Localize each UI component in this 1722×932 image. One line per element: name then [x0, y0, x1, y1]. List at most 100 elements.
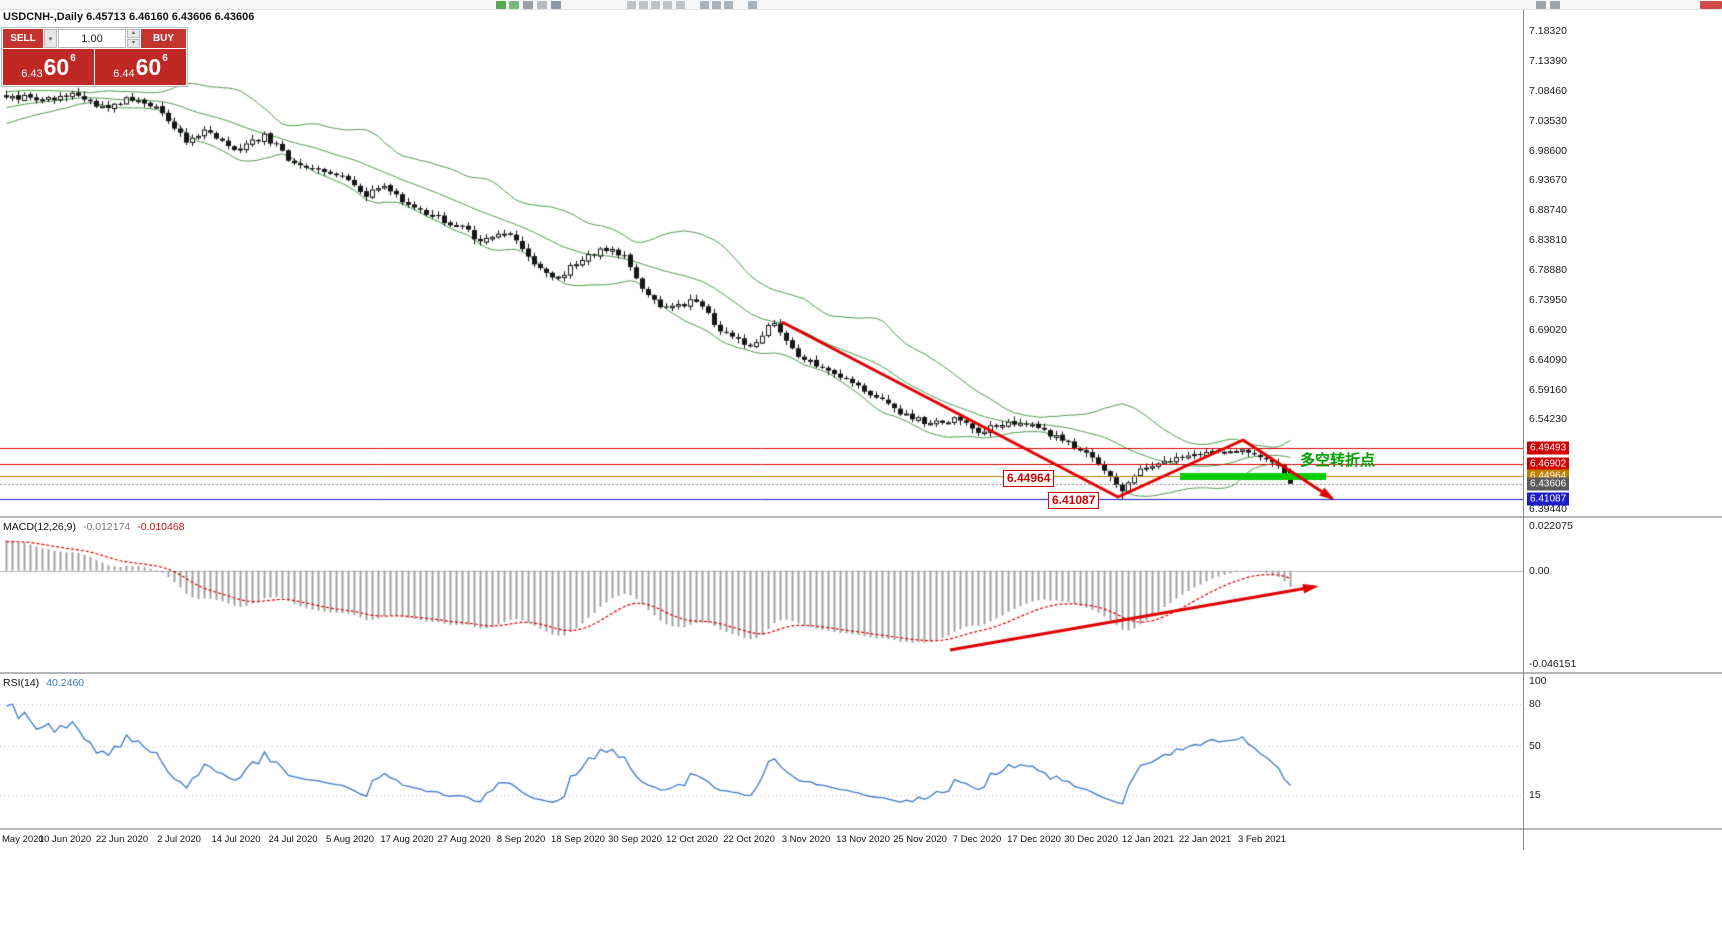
price-axis-tick: 6.64090 — [1529, 353, 1567, 366]
time-axis-label: 17 Aug 2020 — [380, 834, 434, 845]
panel-separator[interactable] — [0, 828, 1722, 830]
volume-increase-button[interactable]: ▴ — [127, 29, 140, 38]
pivot-point-text-object[interactable]: 多空转折点 — [1300, 452, 1376, 469]
bid-pips: 60 — [43, 53, 70, 80]
macd-axis-tick: -0.046151 — [1529, 658, 1577, 671]
time-axis-label: 12 Jan 2021 — [1121, 834, 1175, 845]
price-axis-badge: 6.43606 — [1527, 477, 1570, 491]
time-axis-label: May 2020 — [2, 834, 44, 845]
price-axis-tick: 6.83810 — [1529, 234, 1567, 247]
toolbar-icon[interactable] — [496, 1, 506, 9]
price-axis-tick: 7.03530 — [1529, 114, 1567, 127]
rsi-axis-tick: 100 — [1529, 675, 1547, 687]
time-axis-label: 18 Sep 2020 — [551, 834, 605, 845]
price-label-object-high[interactable]: 6.44964 — [1003, 470, 1055, 487]
toolbar-icon[interactable] — [551, 1, 561, 9]
time-axis-label: 10 Jun 2020 — [38, 834, 92, 845]
time-axis-label: 22 Jan 2021 — [1178, 834, 1232, 845]
toolbar-icon[interactable] — [1550, 1, 1560, 9]
time-axis-label: 25 Nov 2020 — [893, 834, 947, 845]
bid-prefix: 6.43 — [21, 68, 43, 80]
price-axis-tick: 6.69020 — [1529, 323, 1567, 336]
rsi-name: RSI(14) — [3, 677, 40, 689]
volume-decrease-button[interactable]: ▾ — [127, 39, 140, 48]
ask-pips: 60 — [135, 53, 162, 80]
price-axis-tick: 7.13390 — [1529, 54, 1567, 67]
time-axis-label: 30 Sep 2020 — [608, 834, 662, 845]
time-axis-label: 5 Aug 2020 — [325, 834, 375, 845]
macd-axis[interactable]: 0.022075 0.00 -0.046151 — [1524, 518, 1722, 672]
volume-input[interactable] — [58, 29, 126, 48]
toolbar-icon[interactable] — [1700, 1, 1722, 9]
time-axis-label: 3 Nov 2020 — [781, 834, 831, 845]
panel-separator[interactable] — [0, 516, 1722, 518]
rsi-axis-tick: 80 — [1529, 698, 1541, 710]
price-axis-tick: 6.78880 — [1529, 264, 1567, 277]
ask-point: 6 — [162, 53, 168, 64]
time-axis-label: 3 Feb 2021 — [1237, 834, 1287, 845]
macd-main-value: -0.012174 — [82, 521, 131, 533]
price-axis-tick: 6.73950 — [1529, 293, 1567, 306]
price-axis-badge: 6.41087 — [1527, 492, 1570, 506]
sell-button[interactable]: SELL — [3, 29, 43, 48]
top-toolbar — [0, 0, 1722, 10]
price-axis-tick: 7.08460 — [1529, 84, 1567, 97]
toolbar-icon[interactable] — [748, 1, 757, 9]
price-label-object-low[interactable]: 6.41087 — [1048, 492, 1100, 509]
toolbar-icon[interactable] — [537, 1, 547, 9]
time-axis-label: 30 Dec 2020 — [1064, 834, 1118, 845]
volume-dropdown-icon[interactable]: ▾ — [44, 29, 57, 48]
buy-button[interactable]: BUY — [141, 29, 186, 48]
macd-panel-canvas[interactable] — [0, 518, 1523, 672]
time-axis-label: 8 Sep 2020 — [496, 834, 546, 845]
rsi-value: 40.2460 — [46, 677, 85, 689]
bid-point: 6 — [70, 53, 76, 64]
rsi-axis[interactable]: 100 80 50 15 — [1524, 674, 1722, 828]
toolbar-icon[interactable] — [676, 1, 685, 9]
price-axis[interactable]: 7.18320 7.13390 7.08460 7.03530 6.98600 6.936… — [1524, 10, 1722, 516]
toolbar-icon[interactable] — [639, 1, 648, 9]
toolbar-icon[interactable] — [663, 1, 672, 9]
price-axis-badge: 6.46902 — [1527, 457, 1570, 471]
time-axis-label: 2 Jul 2020 — [157, 834, 201, 845]
rsi-axis-tick: 50 — [1529, 740, 1541, 752]
panel-separator[interactable] — [0, 672, 1722, 674]
time-axis-label: 22 Jun 2020 — [95, 834, 149, 845]
time-axis-label: 14 Jul 2020 — [211, 834, 261, 845]
toolbar-icon[interactable] — [651, 1, 660, 9]
time-axis-label: 27 Aug 2020 — [437, 834, 491, 845]
toolbar-icon[interactable] — [627, 1, 636, 9]
macd-signal-value: -0.010468 — [137, 521, 185, 533]
price-axis-tick: 7.18320 — [1529, 25, 1567, 38]
macd-axis-tick: 0.022075 — [1529, 520, 1573, 533]
toolbar-icon[interactable] — [700, 1, 709, 9]
macd-axis-tick: 0.00 — [1529, 564, 1550, 577]
time-axis[interactable]: May 2020 10 Jun 2020 22 Jun 2020 2 Jul 2020… — [0, 830, 1722, 850]
buy-price-button[interactable]: 6.44 60 6 — [95, 49, 186, 85]
chart-title: USDCNH-,Daily 6.45713 6.46160 6.43606 6.… — [3, 11, 255, 23]
price-axis-tick: 6.54230 — [1529, 413, 1567, 426]
toolbar-icon[interactable] — [523, 1, 533, 9]
toolbar-icon[interactable] — [724, 1, 733, 9]
price-axis-tick: 6.88740 — [1529, 204, 1567, 217]
rsi-axis-tick: 15 — [1529, 789, 1541, 801]
macd-name: MACD(12,26,9) — [3, 521, 76, 533]
toolbar-icon[interactable] — [1536, 1, 1546, 9]
price-axis-badge: 6.49493 — [1527, 441, 1570, 455]
rsi-panel-canvas[interactable] — [0, 674, 1523, 828]
time-axis-label: 22 Oct 2020 — [723, 834, 775, 845]
time-axis-label: 7 Dec 2020 — [952, 834, 1002, 845]
rsi-indicator-label: RSI(14) 40.2460 — [3, 677, 84, 689]
time-axis-label: 12 Oct 2020 — [666, 834, 718, 845]
price-axis-tick: 6.39440 — [1529, 503, 1567, 516]
ask-prefix: 6.44 — [113, 68, 135, 80]
toolbar-icon[interactable] — [712, 1, 721, 9]
price-axis-border — [1523, 10, 1524, 850]
toolbar-icon[interactable] — [509, 1, 519, 9]
price-chart-canvas[interactable] — [0, 10, 1523, 516]
volume-stepper: ▴ ▾ — [127, 29, 140, 48]
sell-price-button[interactable]: 6.43 60 6 — [3, 49, 94, 85]
price-axis-tick: 6.59160 — [1529, 383, 1567, 396]
